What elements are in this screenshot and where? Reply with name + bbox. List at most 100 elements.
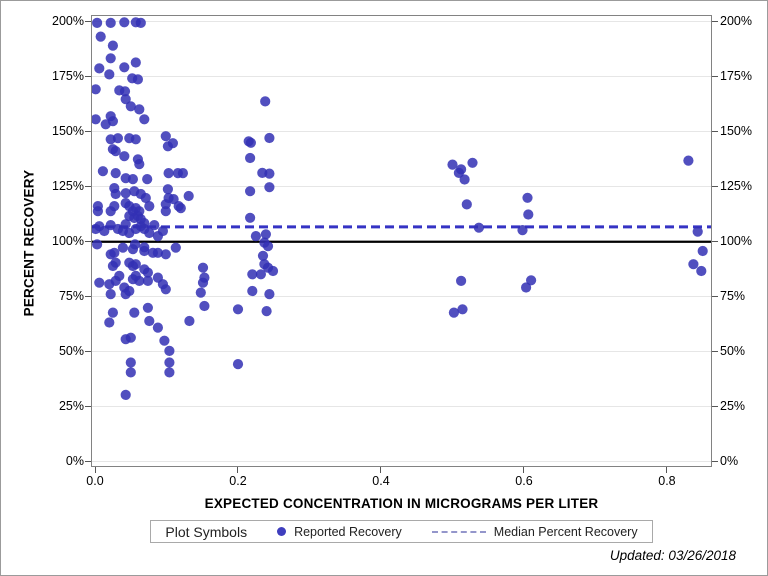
data-point xyxy=(688,259,699,270)
data-point xyxy=(456,275,467,286)
data-point xyxy=(245,212,256,223)
y-tick-label: 125% xyxy=(720,179,752,194)
y-tick-mark xyxy=(85,21,91,23)
data-point xyxy=(120,389,131,400)
x-tick-mark xyxy=(523,467,525,473)
data-point xyxy=(107,40,118,51)
x-tick-label: 0.2 xyxy=(229,474,247,488)
data-point xyxy=(97,166,108,177)
legend: Plot Symbols Reported Recovery Median Pe… xyxy=(91,520,712,543)
data-point xyxy=(117,242,128,253)
grid-line xyxy=(91,21,712,23)
grid-line xyxy=(91,406,712,408)
y-tick-mark xyxy=(85,296,91,298)
data-point xyxy=(125,367,136,378)
x-tick-mark xyxy=(666,467,668,473)
data-point xyxy=(683,155,694,166)
y-tick-label: 150% xyxy=(720,124,752,139)
data-point xyxy=(164,357,175,368)
data-point xyxy=(125,101,136,112)
data-point xyxy=(105,249,116,260)
data-point xyxy=(521,282,532,293)
y-tick-mark xyxy=(712,76,718,78)
y-tick-mark xyxy=(85,351,91,353)
x-tick-mark xyxy=(380,467,382,473)
data-point xyxy=(92,239,103,250)
data-point xyxy=(257,250,269,261)
data-point xyxy=(91,114,101,125)
x-axis-title: EXPECTED CONCENTRATION IN MICROGRAMS PER… xyxy=(204,496,599,511)
y-tick-mark xyxy=(85,186,91,188)
y-tick-label: 25% xyxy=(58,399,84,414)
grid-line xyxy=(91,296,712,298)
data-point xyxy=(142,174,153,185)
data-point xyxy=(170,242,181,253)
data-point xyxy=(142,275,153,286)
y-tick-label: 25% xyxy=(720,399,746,414)
y-tick-mark xyxy=(712,406,718,408)
y-tick-label: 0% xyxy=(65,454,84,469)
y-tick-mark xyxy=(85,76,91,78)
x-tick-label: 0.8 xyxy=(658,474,676,488)
data-point xyxy=(197,262,209,273)
grid-line xyxy=(91,76,712,78)
data-point xyxy=(110,257,121,268)
data-point xyxy=(160,249,171,260)
y-tick-mark xyxy=(85,406,91,408)
y-tick-label: 125% xyxy=(52,179,84,194)
y-tick-label: 175% xyxy=(52,69,84,84)
y-tick-mark xyxy=(85,241,91,243)
data-point xyxy=(105,53,116,64)
data-point xyxy=(160,206,171,217)
y-axis-title: PERCENT RECOVERY xyxy=(21,169,37,317)
data-point xyxy=(144,201,155,212)
grid-line xyxy=(91,461,712,463)
data-point xyxy=(467,157,478,168)
data-point xyxy=(260,229,271,240)
x-tick-mark xyxy=(94,467,96,473)
data-point xyxy=(184,315,195,327)
data-point xyxy=(457,304,468,315)
data-point xyxy=(245,186,256,197)
data-point xyxy=(94,63,105,74)
data-point xyxy=(95,31,106,42)
data-point xyxy=(461,199,472,210)
update-date: Updated: 03/26/2018 xyxy=(609,548,736,563)
data-point xyxy=(264,289,275,300)
y-tick-label: 200% xyxy=(52,14,84,29)
data-point xyxy=(162,184,173,195)
dashed-line-icon xyxy=(431,530,486,533)
data-point xyxy=(130,134,141,145)
data-point xyxy=(135,17,146,28)
x-tick-label: 0.6 xyxy=(515,474,533,488)
data-point xyxy=(523,209,534,220)
data-point xyxy=(125,357,136,368)
data-point xyxy=(110,168,121,179)
legend-item-label: Reported Recovery xyxy=(294,524,402,539)
data-point xyxy=(459,174,470,185)
y-tick-mark xyxy=(85,131,91,133)
data-point xyxy=(232,359,244,370)
data-point xyxy=(99,225,110,237)
data-point xyxy=(92,201,103,212)
data-point xyxy=(104,69,115,80)
data-point xyxy=(255,269,266,280)
y-tick-label: 50% xyxy=(58,344,84,359)
y-tick-label: 50% xyxy=(720,344,746,359)
data-point xyxy=(247,285,258,297)
legend-item-label: Median Percent Recovery xyxy=(493,524,638,539)
x-tick-label: 0.4 xyxy=(372,474,390,488)
data-point xyxy=(160,131,171,142)
data-point xyxy=(245,152,256,164)
y-tick-label: 175% xyxy=(720,69,752,84)
data-point xyxy=(696,265,707,277)
data-point xyxy=(130,259,141,270)
data-point xyxy=(134,275,145,286)
data-point xyxy=(114,270,125,281)
y-tick-label: 150% xyxy=(52,124,84,139)
data-point xyxy=(130,57,141,68)
grid-line xyxy=(91,186,712,188)
data-point xyxy=(134,159,145,170)
data-point xyxy=(264,132,275,144)
